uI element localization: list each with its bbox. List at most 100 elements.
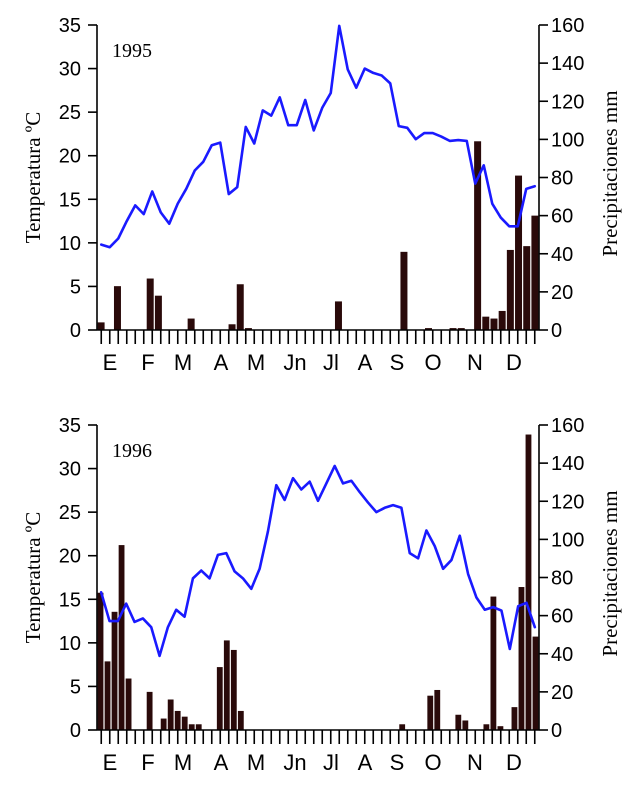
- month-label: A: [358, 350, 373, 375]
- left-axis-title: Temperatura ºC: [21, 512, 45, 644]
- precipitation-bar: [523, 246, 531, 331]
- month-label: F: [141, 750, 154, 775]
- precipitation-bar: [474, 141, 482, 330]
- precipitation-bar: [216, 667, 223, 730]
- right-y-tick-label: 120: [551, 491, 584, 513]
- precipitation-bar: [228, 324, 236, 330]
- right-y-tick-label: 80: [551, 568, 573, 590]
- left-y-tick-label: 10: [59, 233, 81, 255]
- month-label: M: [247, 750, 265, 775]
- month-label: S: [390, 350, 405, 375]
- precipitation-bar: [146, 691, 153, 731]
- precipitation-bar: [174, 710, 181, 730]
- precipitation-bar: [104, 661, 111, 731]
- right-y-tick-label: 60: [551, 206, 573, 228]
- month-label: D: [506, 350, 522, 375]
- temperature-line: [99, 24, 537, 249]
- precipitation-bar: [455, 714, 462, 730]
- axes: [88, 424, 548, 744]
- left-y-tick-label: 15: [59, 589, 81, 611]
- left-y-tick-label: 15: [59, 189, 81, 211]
- right-axis-title: Precipitaciones mm: [598, 90, 622, 256]
- month-label: A: [214, 750, 229, 775]
- precipitation-bar: [160, 718, 167, 730]
- left-y-tick-label: 35: [59, 15, 81, 37]
- precipitation-bar: [399, 724, 406, 730]
- left-y-tick-label: 0: [70, 320, 81, 342]
- left-y-tick-label: 30: [59, 59, 81, 81]
- month-label: F: [141, 350, 154, 375]
- precipitation-bar: [146, 278, 154, 330]
- precipitation-bar: [334, 301, 342, 330]
- month-label: O: [424, 750, 441, 775]
- precipitation-bar: [497, 726, 504, 730]
- month-label: M: [174, 750, 192, 775]
- left-y-tick-label: 25: [59, 102, 81, 124]
- left-y-tick-label: 10: [59, 633, 81, 655]
- year-label: 1995: [112, 40, 152, 62]
- right-y-tick-label: 140: [551, 453, 584, 475]
- precipitation-bar: [506, 249, 514, 330]
- precipitation-bar: [223, 640, 230, 730]
- left-axis-title: Temperatura ºC: [21, 112, 45, 244]
- precipitation-bar: [113, 286, 121, 330]
- month-label: N: [467, 750, 483, 775]
- left-y-tick-label: 5: [70, 276, 81, 298]
- right-axis-title: Precipitaciones mm: [598, 490, 622, 656]
- right-y-tick-label: 80: [551, 168, 573, 190]
- right-y-tick-label: 120: [551, 91, 584, 113]
- precipitation-bar: [483, 724, 490, 730]
- right-y-tick-label: 20: [551, 682, 573, 704]
- left-y-tick-label: 20: [59, 146, 81, 168]
- precipitation-bar: [244, 328, 252, 330]
- precipitation-bar: [482, 316, 490, 330]
- month-label: E: [103, 750, 118, 775]
- precipitation-bar: [490, 596, 497, 730]
- temperature-line: [99, 464, 537, 658]
- precipitation-bar: [518, 587, 525, 730]
- year-label: 1996: [112, 440, 152, 462]
- precipitation-bar: [531, 215, 539, 331]
- precipitation-bar: [167, 699, 174, 730]
- precipitation-bar: [511, 707, 518, 731]
- precipitation-bar: [111, 611, 118, 730]
- precipitation-bar: [434, 689, 441, 730]
- precipitation-bar: [236, 284, 244, 330]
- month-label: Jl: [323, 750, 339, 775]
- right-y-tick-label: 0: [551, 720, 562, 742]
- precipitation-bars: [97, 434, 539, 731]
- precipitation-bar: [195, 724, 202, 730]
- precipitation-bar: [427, 695, 434, 730]
- month-label: Jl: [323, 350, 339, 375]
- precipitation-bar: [515, 175, 523, 330]
- precipitation-bar: [400, 251, 408, 330]
- right-y-tick-label: 140: [551, 53, 584, 75]
- precipitation-bar: [457, 328, 465, 330]
- precipitation-bar: [154, 295, 162, 330]
- right-y-tick-label: 160: [551, 15, 584, 37]
- month-label: O: [424, 350, 441, 375]
- month-label: A: [214, 350, 229, 375]
- right-y-tick-label: 40: [551, 644, 573, 666]
- precipitation-bar: [188, 724, 195, 730]
- precipitation-bar: [187, 318, 195, 330]
- right-y-tick-label: 100: [551, 129, 584, 151]
- month-label: M: [174, 350, 192, 375]
- month-label: Jn: [283, 350, 306, 375]
- month-label: Jn: [283, 750, 306, 775]
- left-y-tick-label: 20: [59, 546, 81, 568]
- left-y-tick-label: 0: [70, 720, 81, 742]
- month-label: M: [247, 350, 265, 375]
- month-label: D: [506, 750, 522, 775]
- right-y-tick-label: 40: [551, 244, 573, 266]
- precipitation-bar: [425, 328, 432, 330]
- left-y-tick-label: 5: [70, 676, 81, 698]
- precipitation-bar: [532, 636, 539, 730]
- precipitation-bars: [97, 141, 539, 331]
- left-y-tick-label: 35: [59, 415, 81, 437]
- precipitation-bar: [498, 310, 506, 330]
- left-y-tick-label: 30: [59, 459, 81, 481]
- precipitation-bar: [490, 318, 498, 330]
